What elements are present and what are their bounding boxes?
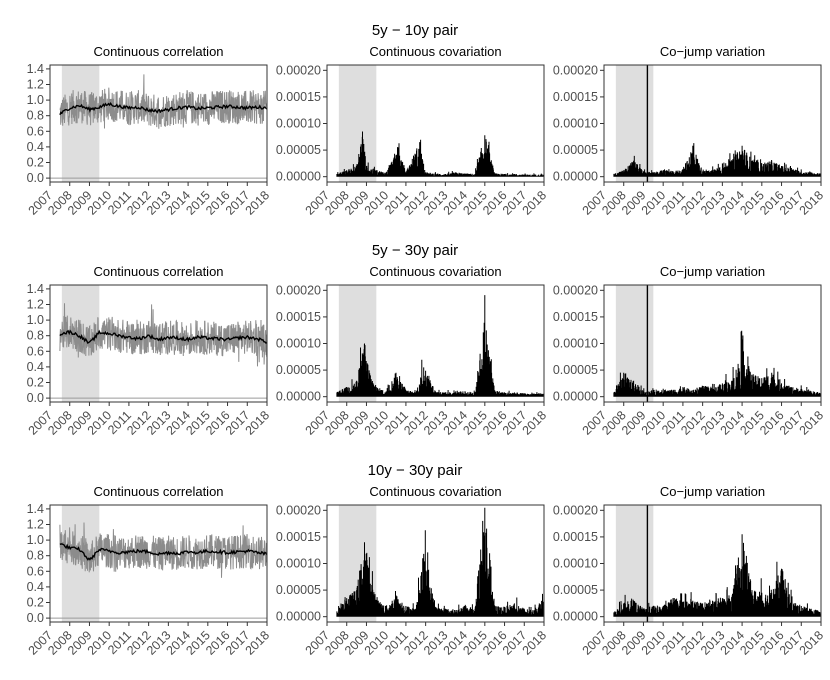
panel-0-0-ytick-7: 1.4 [27,62,44,76]
panel-2-1-ytick-4: 0.00020 [276,503,321,517]
panel-0-2-xtick-11: 2018 [797,188,827,218]
panel-2-2-series-daily [613,534,822,617]
panel-2-0-ytick-1: 0.2 [27,596,44,610]
panel-1-0-ytick-6: 1.2 [27,298,44,312]
panel-1-1-title: Continuous covariation [369,264,501,279]
panel-2-1-ytick-0: 0.00000 [276,610,321,624]
panel-1-1-xtick-11: 2018 [520,408,550,438]
panel-0-0-ytick-5: 1.0 [27,93,44,107]
panel-2-0-ytick-2: 0.4 [27,580,44,594]
panel-1-2-series-daily [613,330,822,397]
panel-0-2-ytick-2: 0.00010 [553,117,598,131]
row-title: 5y − 30y pair [372,242,458,259]
panel-1-0-frame [49,284,268,403]
panel-2-0-frame [49,504,268,623]
panel-2-0-ytick-7: 1.4 [27,502,44,516]
panel-1-0-ytick-2: 0.4 [27,360,44,374]
panel-0-2-ytick-4: 0.00020 [553,63,598,77]
panel-0-0-ytick-1: 0.2 [27,156,44,170]
panel-0-1-ytick-2: 0.00010 [276,117,321,131]
panel-1-1-series-daily [336,295,545,397]
panel-0-1-title: Continuous covariation [369,44,501,59]
panel-1-0-ytick-5: 1.0 [27,313,44,327]
panel-1-1-ytick-3: 0.00015 [276,310,321,324]
panel-0-1-xtick-11: 2018 [520,188,550,218]
panel-1-0-ytick-7: 1.4 [27,282,44,296]
panel-0-1-ytick-1: 0.00005 [276,143,321,157]
panel-0-0-ytick-2: 0.4 [27,140,44,154]
panel-1-1-ytick-4: 0.00020 [276,283,321,297]
panel-2-2-ytick-4: 0.00020 [553,503,598,517]
panel-0-1-series-daily [336,131,545,177]
panel-2-2-title: Co−jump variation [660,484,765,499]
panel-1-2-ytick-1: 0.00005 [553,363,598,377]
panel-1-0-ytick-4: 0.8 [27,329,44,343]
panel-1-0-series-smoothed [59,329,268,345]
panel-0-0-shade-0 [61,65,100,182]
panel-2-0-title: Continuous correlation [93,484,223,499]
panel-2-1-ytick-3: 0.00015 [276,530,321,544]
panel-0-1-ytick-3: 0.00015 [276,90,321,104]
panel-0-2-ytick-0: 0.00000 [553,170,598,184]
panel-2-1-ytick-1: 0.00005 [276,583,321,597]
panel-0-0-ytick-6: 1.2 [27,78,44,92]
panel-2-0-xtick-11: 2018 [243,628,273,658]
panel-0-0-ytick-3: 0.6 [27,124,44,138]
panel-2-1-ytick-2: 0.00010 [276,557,321,571]
panel-2-1-series-daily [336,507,545,617]
panel-2-0-ytick-0: 0.0 [27,611,44,625]
panel-2-0-ytick-4: 0.8 [27,549,44,563]
panel-2-2-ytick-1: 0.00005 [553,583,598,597]
panel-0-1-shade-0 [338,65,377,182]
panel-1-0-xtick-11: 2018 [243,408,273,438]
panel-0-1-ytick-4: 0.00020 [276,63,321,77]
panel-0-1-ytick-0: 0.00000 [276,170,321,184]
panel-0-2-ytick-3: 0.00015 [553,90,598,104]
panel-2-2-ytick-3: 0.00015 [553,530,598,544]
panel-2-2-xtick-11: 2018 [797,628,827,658]
row-title: 5y − 10y pair [372,22,458,39]
panel-1-0-ytick-0: 0.0 [27,391,44,405]
panel-2-0-series-smoothed [59,543,268,561]
panel-0-0-series-smoothed [59,101,268,116]
panel-1-1-ytick-1: 0.00005 [276,363,321,377]
panel-2-1-title: Continuous covariation [369,484,501,499]
panel-0-0-xtick-11: 2018 [243,188,273,218]
panel-1-2-ytick-0: 0.00000 [553,390,598,404]
panel-1-0-title: Continuous correlation [93,264,223,279]
panel-1-1-ytick-2: 0.00010 [276,337,321,351]
panel-1-2-ytick-3: 0.00015 [553,310,598,324]
panel-0-2-title: Co−jump variation [660,44,765,59]
panel-0-2-ytick-1: 0.00005 [553,143,598,157]
panel-1-2-ytick-2: 0.00010 [553,337,598,351]
panel-2-0-ytick-5: 1.0 [27,533,44,547]
panel-2-0-ytick-6: 1.2 [27,518,44,532]
panel-2-1-xtick-11: 2018 [520,628,550,658]
panel-1-1-ytick-0: 0.00000 [276,390,321,404]
panel-1-0-ytick-3: 0.6 [27,344,44,358]
panel-0-2-series-daily [613,143,822,177]
panel-1-2-title: Co−jump variation [660,264,765,279]
panel-2-0-ytick-3: 0.6 [27,564,44,578]
panel-0-0-series-daily [59,74,268,129]
panel-1-0-ytick-1: 0.2 [27,376,44,390]
panel-1-2-xtick-11: 2018 [797,408,827,438]
panel-0-0-frame [49,64,268,183]
row-title: 10y − 30y pair [368,462,463,479]
panel-2-2-ytick-0: 0.00000 [553,610,598,624]
panel-1-2-ytick-4: 0.00020 [553,283,598,297]
panel-2-2-ytick-2: 0.00010 [553,557,598,571]
panel-0-0-title: Continuous correlation [93,44,223,59]
panel-0-0-ytick-0: 0.0 [27,171,44,185]
panel-0-0-ytick-4: 0.8 [27,109,44,123]
